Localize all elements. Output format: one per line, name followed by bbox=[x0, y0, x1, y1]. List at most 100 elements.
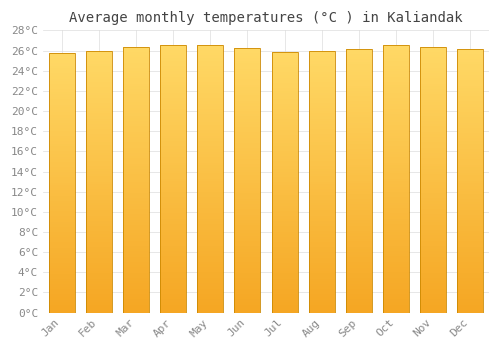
Bar bbox=[48, 79, 74, 81]
Bar bbox=[160, 52, 186, 55]
Bar bbox=[123, 244, 149, 246]
Bar bbox=[86, 129, 112, 132]
Bar bbox=[383, 136, 409, 138]
Bar bbox=[234, 257, 260, 260]
Bar bbox=[383, 211, 409, 214]
Bar bbox=[420, 174, 446, 177]
Bar bbox=[308, 90, 334, 92]
Bar bbox=[458, 302, 483, 305]
Bar bbox=[272, 138, 297, 140]
Bar bbox=[272, 130, 297, 133]
Bar bbox=[197, 157, 223, 160]
Bar bbox=[86, 279, 112, 281]
Bar bbox=[234, 241, 260, 244]
Bar bbox=[197, 112, 223, 114]
Bar bbox=[458, 284, 483, 286]
Bar bbox=[197, 240, 223, 243]
Bar bbox=[234, 82, 260, 85]
Bar bbox=[197, 184, 223, 187]
Bar bbox=[197, 224, 223, 227]
Bar bbox=[383, 79, 409, 82]
Bar bbox=[272, 67, 297, 70]
Bar bbox=[160, 90, 186, 93]
Bar bbox=[123, 211, 149, 214]
Bar bbox=[197, 98, 223, 101]
Bar bbox=[48, 188, 74, 190]
Bar bbox=[197, 248, 223, 251]
Bar bbox=[272, 161, 297, 164]
Bar bbox=[458, 70, 483, 72]
Bar bbox=[308, 106, 334, 108]
Bar bbox=[346, 72, 372, 75]
Bar bbox=[160, 125, 186, 128]
Bar bbox=[86, 145, 112, 148]
Bar bbox=[197, 208, 223, 211]
Bar bbox=[160, 136, 186, 138]
Bar bbox=[123, 302, 149, 304]
Bar bbox=[160, 44, 186, 313]
Bar bbox=[234, 74, 260, 77]
Bar bbox=[197, 278, 223, 280]
Bar bbox=[308, 213, 334, 216]
Bar bbox=[197, 189, 223, 192]
Bar bbox=[458, 207, 483, 210]
Bar bbox=[383, 240, 409, 243]
Bar bbox=[123, 156, 149, 158]
Bar bbox=[234, 297, 260, 299]
Bar bbox=[234, 56, 260, 58]
Bar bbox=[458, 54, 483, 56]
Bar bbox=[420, 150, 446, 153]
Bar bbox=[420, 60, 446, 63]
Bar bbox=[160, 66, 186, 69]
Bar bbox=[458, 122, 483, 125]
Bar bbox=[197, 219, 223, 222]
Bar bbox=[272, 271, 297, 273]
Bar bbox=[308, 289, 334, 292]
Bar bbox=[160, 101, 186, 104]
Bar bbox=[86, 66, 112, 69]
Bar bbox=[458, 112, 483, 114]
Bar bbox=[458, 294, 483, 297]
Bar bbox=[458, 289, 483, 292]
Bar bbox=[420, 198, 446, 201]
Bar bbox=[160, 128, 186, 130]
Bar bbox=[234, 262, 260, 265]
Bar bbox=[86, 179, 112, 182]
Bar bbox=[346, 292, 372, 294]
Bar bbox=[383, 304, 409, 307]
Bar bbox=[48, 123, 74, 125]
Bar bbox=[197, 222, 223, 224]
Bar bbox=[160, 222, 186, 224]
Bar bbox=[272, 219, 297, 221]
Bar bbox=[48, 86, 74, 89]
Bar bbox=[272, 146, 297, 148]
Bar bbox=[123, 304, 149, 307]
Bar bbox=[346, 307, 372, 310]
Bar bbox=[346, 289, 372, 292]
Bar bbox=[234, 175, 260, 177]
Bar bbox=[197, 117, 223, 120]
Bar bbox=[48, 110, 74, 112]
Bar bbox=[458, 204, 483, 207]
Bar bbox=[160, 203, 186, 205]
Bar bbox=[160, 224, 186, 227]
Bar bbox=[48, 183, 74, 185]
Bar bbox=[48, 261, 74, 263]
Bar bbox=[48, 52, 74, 55]
Bar bbox=[383, 291, 409, 294]
Bar bbox=[48, 193, 74, 196]
Bar bbox=[123, 108, 149, 111]
Bar bbox=[346, 141, 372, 144]
Bar bbox=[420, 291, 446, 294]
Bar bbox=[420, 304, 446, 307]
Bar bbox=[197, 146, 223, 149]
Bar bbox=[420, 180, 446, 182]
Bar bbox=[86, 87, 112, 90]
Bar bbox=[308, 171, 334, 174]
Bar bbox=[420, 97, 446, 100]
Bar bbox=[346, 70, 372, 72]
Bar bbox=[308, 166, 334, 168]
Bar bbox=[123, 103, 149, 105]
Bar bbox=[308, 168, 334, 171]
Bar bbox=[86, 127, 112, 129]
